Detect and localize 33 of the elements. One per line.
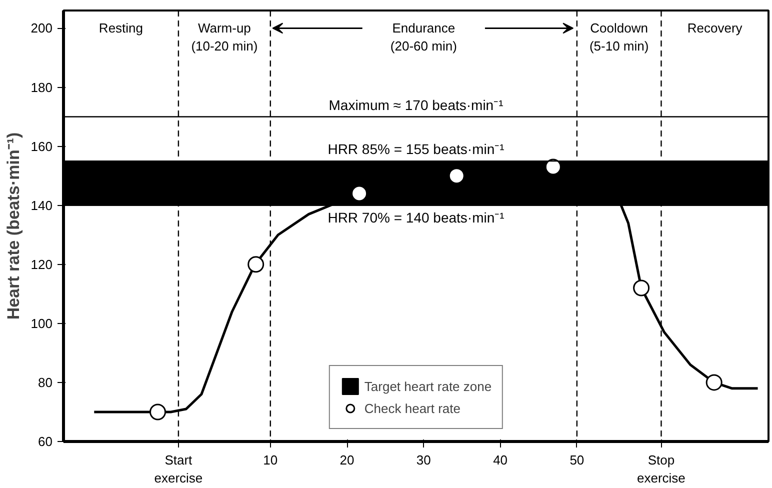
point <box>633 280 650 296</box>
x-tick-label: 50 <box>570 452 584 468</box>
annotation: Recovery <box>687 20 743 36</box>
y-tick-label: 120 <box>30 256 53 272</box>
y-tick-label: 80 <box>38 374 53 390</box>
x-tick-label: Start exercise <box>154 452 203 486</box>
annotation: Warm-up (10-20 min) <box>191 20 258 54</box>
point <box>351 185 368 202</box>
y-tick-label: 100 <box>30 316 53 331</box>
annotation: Resting <box>98 20 144 36</box>
x-tick-label: 30 <box>416 452 431 468</box>
x-tick-label: 40 <box>493 452 508 468</box>
point <box>448 168 465 184</box>
x-tick-label: Stop exercise <box>637 452 686 486</box>
x-tick-label: 10 <box>263 452 278 468</box>
x-tick-label: 20 <box>340 452 354 468</box>
annotation: Cooldown (5-10 min) <box>589 20 649 54</box>
y-axis-title: Heart rate (beats·min⁻¹) <box>4 132 23 320</box>
y-tick-label: 140 <box>30 198 53 213</box>
legend-label: Check heart rate <box>364 400 461 416</box>
ref-line-label: HRR 85% = 155 beats·min⁻¹ <box>328 141 505 158</box>
y-tick-label: 160 <box>30 138 53 154</box>
point <box>544 158 562 176</box>
ref-line-label: Maximum ≈ 170 beats·min⁻¹ <box>328 96 504 113</box>
y-tick-label: 180 <box>30 80 53 95</box>
annotation: Endurance (20-60 min) <box>390 20 457 54</box>
point <box>150 404 166 420</box>
point <box>706 374 722 391</box>
legend-label: Target heart rate zone <box>364 378 492 394</box>
y-tick-label: 200 <box>30 20 53 36</box>
ref-line-label: HRR 70% = 140 beats·min⁻¹ <box>328 209 505 226</box>
y-tick-label: 60 <box>38 434 53 449</box>
point <box>248 256 264 273</box>
